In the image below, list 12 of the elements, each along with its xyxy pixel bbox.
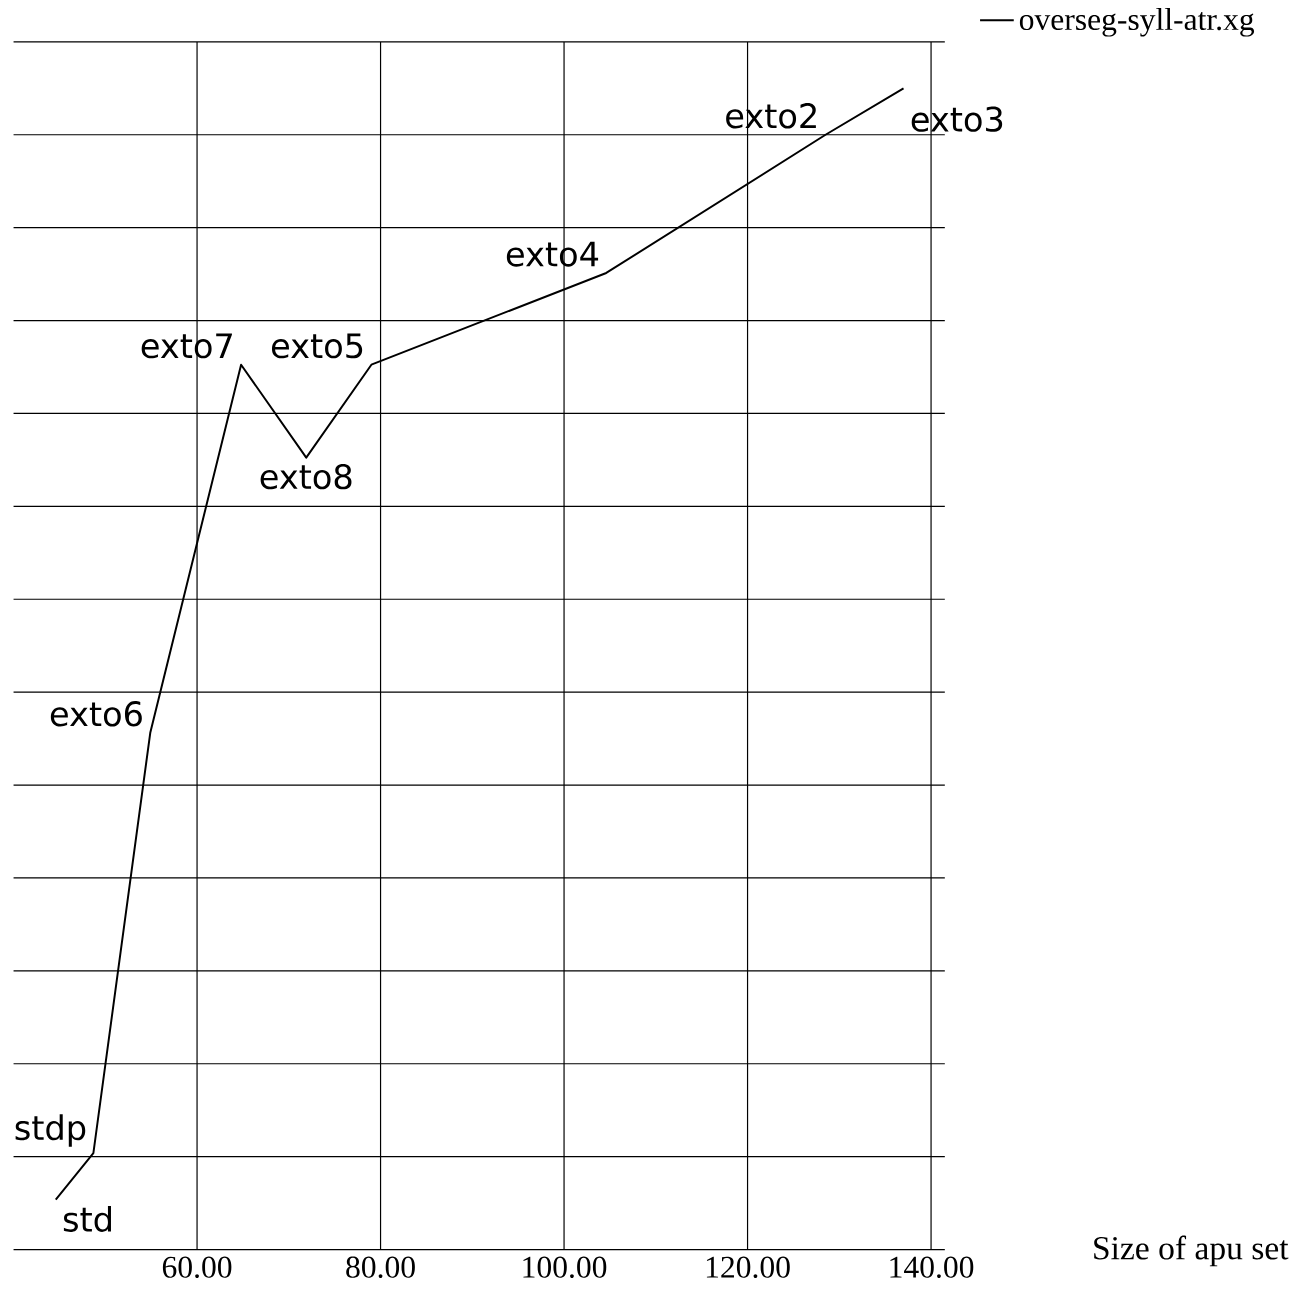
x-tick-label: 60.00 xyxy=(162,1256,232,1278)
annotation: stdp xyxy=(15,1114,85,1147)
annotation: exto6 xyxy=(50,701,142,727)
annotation: exto5 xyxy=(271,333,362,359)
x-tick-label: 120.00 xyxy=(706,1256,790,1278)
x-tick-label: 80.00 xyxy=(346,1256,415,1278)
annotation: exto8 xyxy=(260,463,352,490)
legend-label: overseg-syll-atr.xg xyxy=(1019,7,1254,37)
x-axis-title: Size of apu set xyxy=(1093,1235,1289,1267)
x-tick-label: 100.00 xyxy=(523,1256,607,1278)
x-tick-label: 140.00 xyxy=(890,1256,974,1278)
annotation: std xyxy=(63,1205,111,1232)
